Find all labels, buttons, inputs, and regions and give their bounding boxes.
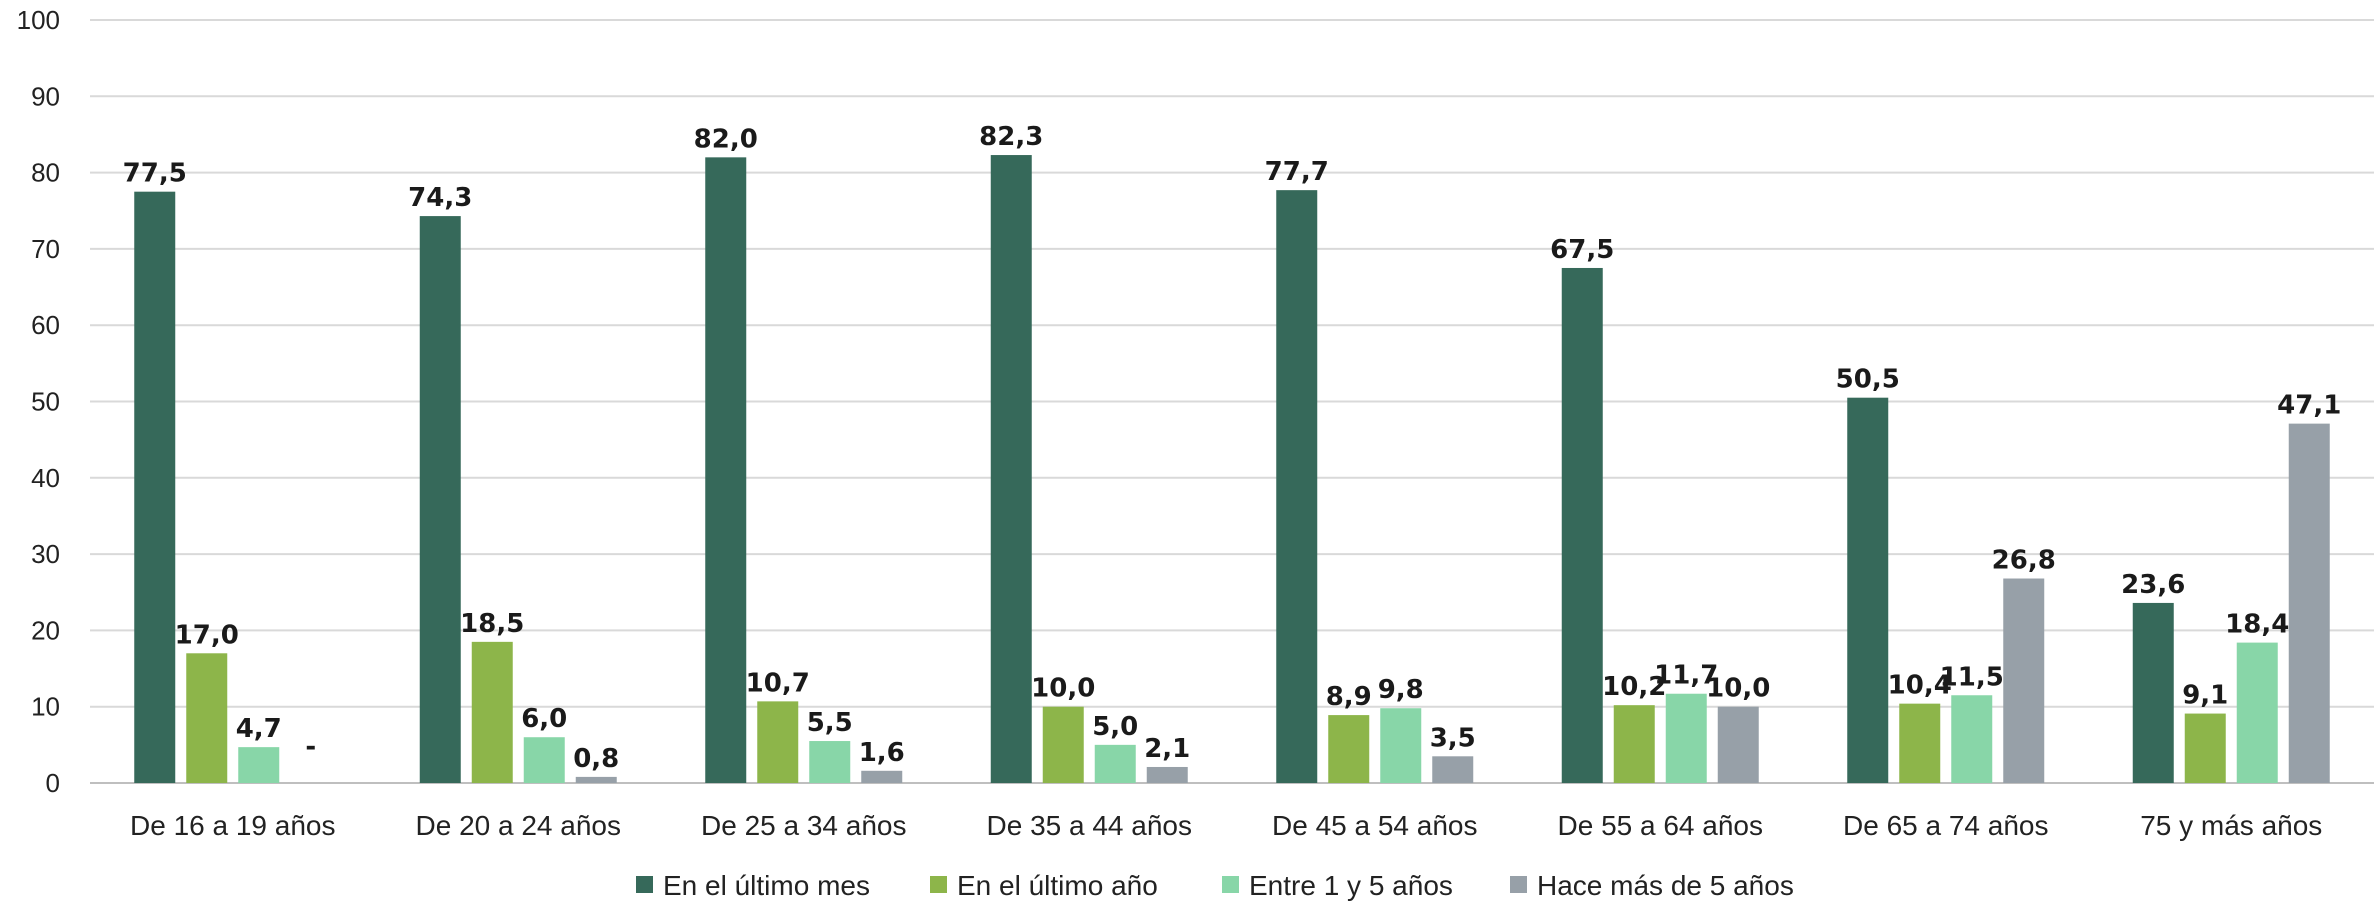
bar: [1899, 703, 1941, 783]
data-label: 5,5: [807, 708, 853, 738]
bars: [134, 155, 2330, 784]
data-labels: 77,5 17,0 4,7- 74,3 18,5 6,00,8 82,0 10,7 5,51,6…: [123, 122, 2342, 774]
data-label: 67,5: [1550, 235, 1614, 265]
y-tick-label: 50: [31, 387, 60, 417]
legend-entry: Hace más de 5 años: [1537, 870, 1794, 901]
legend-swatch: [1510, 876, 1527, 893]
data-label: 11,5: [1940, 662, 2004, 692]
category-label: De 45 a 54 años: [1272, 810, 1478, 841]
legend-swatch: [1222, 876, 1239, 893]
data-label: 82,0: [694, 124, 758, 154]
data-label: 18,4: [2225, 610, 2289, 640]
y-tick-label: 60: [31, 310, 60, 340]
data-label: 0,8: [573, 744, 619, 774]
data-label: 77,7: [1265, 157, 1329, 187]
category-label: De 16 a 19 años: [130, 810, 336, 841]
data-label: 26,8: [1992, 546, 2056, 576]
data-label: 47,1: [2277, 391, 2341, 421]
data-label: -: [305, 732, 316, 762]
data-label: 10,0: [1706, 674, 1770, 704]
bar: [705, 157, 747, 784]
bar: [2288, 423, 2330, 783]
data-label: 8,9: [1326, 682, 1372, 712]
data-label: 2,1: [1144, 734, 1190, 764]
category-label: De 20 a 24 años: [416, 810, 622, 841]
data-label: 50,5: [1836, 365, 1900, 395]
legend-entry: En el último año: [957, 870, 1158, 901]
category-label: De 55 a 64 años: [1558, 810, 1764, 841]
bar: [1613, 705, 1655, 783]
bar: [2184, 713, 2226, 783]
data-label: 23,6: [2121, 570, 2185, 600]
legend-swatch: [636, 876, 653, 893]
data-label: 74,3: [408, 183, 472, 213]
bar: [134, 191, 176, 784]
data-label: 9,1: [2182, 681, 2228, 711]
y-tick-label: 10: [31, 692, 60, 722]
data-label: 17,0: [175, 620, 239, 650]
category-label: 75 y más años: [2140, 810, 2322, 841]
data-label: 18,5: [460, 609, 524, 639]
bar: [861, 770, 903, 783]
bar: [238, 747, 280, 783]
y-tick-label: 40: [31, 463, 60, 493]
bar: [1951, 695, 1993, 783]
gridlines: [90, 19, 2374, 784]
legend-entry: Entre 1 y 5 años: [1249, 870, 1453, 901]
bar: [2003, 578, 2045, 783]
legend: En el último mes En el último año Entre 1 …: [636, 870, 1794, 901]
category-label: De 65 a 74 años: [1843, 810, 2049, 841]
data-label: 11,7: [1654, 661, 1718, 691]
data-label: 10,4: [1888, 671, 1952, 701]
data-label: 4,7: [236, 714, 282, 744]
y-tick-label: 0: [46, 768, 60, 798]
data-label: 77,5: [123, 159, 187, 189]
bar: [575, 776, 617, 783]
legend-swatch: [930, 876, 947, 893]
legend-entry: En el último mes: [663, 870, 870, 901]
bar: [1665, 693, 1707, 783]
bar: [1042, 706, 1084, 783]
data-label: 3,5: [1430, 723, 1476, 753]
bar: [186, 653, 228, 783]
bar: [2236, 642, 2278, 783]
bar: [419, 216, 461, 783]
y-tick-label: 90: [31, 81, 60, 111]
data-label: 10,0: [1031, 674, 1095, 704]
data-label: 10,7: [746, 668, 810, 698]
data-label: 82,3: [979, 122, 1043, 152]
category-label: De 35 a 44 años: [987, 810, 1193, 841]
data-label: 5,0: [1092, 712, 1138, 742]
bar: [1432, 756, 1474, 783]
bar: [1146, 766, 1188, 783]
bar: [1561, 267, 1603, 784]
bar: [1328, 715, 1370, 783]
data-label: 9,8: [1378, 675, 1424, 705]
y-tick-label: 100: [17, 5, 60, 35]
y-tick-label: 80: [31, 158, 60, 188]
category-label: De 25 a 34 años: [701, 810, 907, 841]
bar: [2132, 602, 2174, 783]
data-label: 1,6: [859, 738, 905, 768]
bar: [1847, 397, 1889, 783]
y-axis-ticks: 0 10 20 30 40 50 60 70 80 90 100: [17, 5, 60, 798]
y-tick-label: 20: [31, 615, 60, 645]
y-tick-label: 70: [31, 234, 60, 264]
bar: [1380, 708, 1422, 783]
bar: [1094, 744, 1136, 783]
bar: [1276, 190, 1318, 784]
data-label: 6,0: [521, 704, 567, 734]
bar: [757, 701, 799, 783]
y-tick-label: 30: [31, 539, 60, 569]
data-label: 10,2: [1602, 672, 1666, 702]
bar: [809, 741, 851, 783]
bar: [990, 155, 1032, 783]
bar: [1717, 706, 1759, 783]
x-axis-categories: De 16 a 19 años De 20 a 24 años De 25 a 34…: [130, 810, 2322, 841]
bar: [471, 641, 513, 783]
bar: [523, 737, 565, 783]
